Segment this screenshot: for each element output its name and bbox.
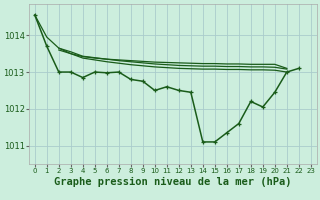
X-axis label: Graphe pression niveau de la mer (hPa): Graphe pression niveau de la mer (hPa) — [54, 177, 292, 187]
